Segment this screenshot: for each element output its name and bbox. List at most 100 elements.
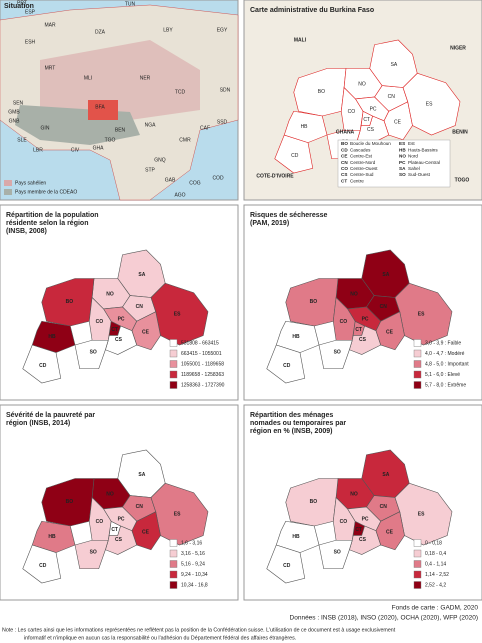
legend-swatch [413, 581, 422, 589]
region [22, 344, 62, 384]
country-label: SDN [220, 87, 231, 93]
country-label: NGA [145, 122, 157, 128]
admin-title: Carte administrative du Burkina Faso [250, 7, 374, 14]
region-label: HB [48, 534, 56, 540]
legend-name: Centre-Sud [350, 172, 374, 177]
region-label: PC [118, 517, 125, 523]
legend-code: SO [399, 172, 406, 177]
region [131, 311, 161, 351]
legend-name: Sud-Ouest [408, 172, 431, 177]
panel-title: Répartition des ménages [250, 412, 333, 419]
region-label: NO [358, 82, 366, 88]
region [22, 544, 62, 584]
legend-code: CN [341, 160, 348, 165]
region-label: CO [96, 519, 104, 525]
region [354, 96, 390, 122]
country-label: DZA [95, 29, 106, 35]
region-label: BO [310, 499, 318, 505]
legend-code: ES [399, 141, 405, 146]
country-label: LBY [163, 27, 173, 33]
country-label: TGO [105, 137, 116, 143]
legend-swatch [413, 570, 422, 579]
region-label: SA [138, 472, 145, 478]
panel-title: région en % (INSB, 2009) [250, 428, 332, 435]
region-label: CN [136, 304, 144, 310]
country-label: MALI [294, 37, 307, 43]
legend-label: 3,16 - 5,16 [181, 551, 205, 557]
legend-label: 0,18 - 0,4 [425, 551, 446, 557]
region-label: CO [340, 519, 348, 525]
legend-label: 4,8 - 5,0 : Important [425, 361, 469, 367]
legend-code: HB [399, 147, 406, 152]
country-label: CIV [71, 147, 80, 153]
panel-title: région (INSB, 2014) [6, 420, 70, 427]
legend-label: 5,1 - 6,0 : Elevé [425, 372, 460, 378]
region-label: CT [111, 527, 118, 533]
country-label: PRT [17, 0, 27, 6]
country-label: BFA [95, 104, 105, 110]
legend-name: Centre-Est [350, 154, 373, 159]
country-label: SLE [17, 137, 27, 143]
legend-code: CD [341, 147, 348, 152]
panel-title: Répartition de la population [6, 212, 99, 219]
legend-label: 1258363 - 1727390 [181, 382, 225, 388]
region [283, 110, 328, 143]
region-label: PC [362, 517, 369, 523]
country-label: NER [140, 75, 151, 81]
legend-label: 4,0 - 4,7 : Modéré [425, 351, 465, 357]
region [318, 339, 353, 370]
legend-name: Cascades [350, 147, 371, 152]
country-label: GMB [8, 109, 20, 115]
region-label: ES [418, 311, 425, 317]
region-label: HB [292, 534, 300, 540]
country-label: COTE-D'IVOIRE [256, 173, 294, 179]
country-label: TOGO [455, 177, 470, 183]
region-label: CT [355, 527, 362, 533]
country-label: COD [212, 175, 224, 181]
legend-code: CO [341, 166, 348, 171]
region-label: CS [115, 337, 123, 343]
legend-code: CE [341, 154, 347, 159]
country-label: CMR [179, 137, 191, 143]
country-label: STP [145, 167, 155, 173]
legend-swatch [413, 539, 422, 547]
panel-title: (INSB, 2008) [6, 228, 47, 235]
region-label: HB [301, 124, 309, 130]
legend-name: Nord [408, 154, 418, 159]
region-label: SO [90, 349, 97, 355]
legend-swatch [413, 360, 422, 368]
legend-swatch [169, 339, 178, 347]
legend-name: Hauts-Bassins [408, 147, 438, 152]
legend-code: BO [341, 141, 348, 146]
legend-swatch [413, 370, 422, 379]
legend-swatch [413, 549, 422, 558]
legend-label: Pays membre de la CDEAO [15, 189, 77, 195]
legend-swatch [4, 180, 12, 186]
legend-swatch [4, 189, 12, 195]
region-label: CO [348, 109, 356, 115]
legend-code: CS [341, 172, 347, 177]
legend-name: Centre [350, 178, 364, 183]
legend-name: Centre-Nord [350, 160, 376, 165]
legend-swatch [413, 560, 422, 568]
region [74, 339, 109, 370]
country-label: CAF [200, 125, 210, 131]
legend-code: NO [399, 154, 406, 159]
country-label: TCD [175, 89, 186, 95]
region [266, 544, 306, 584]
region-label: CT [363, 117, 370, 123]
region-label: CE [386, 530, 394, 536]
region-label: SO [334, 349, 341, 355]
region-label: NO [106, 492, 114, 498]
country-label: MAR [44, 22, 56, 28]
region [266, 344, 306, 384]
region [375, 311, 405, 351]
country-label: GHA [93, 145, 105, 151]
legend-swatch [169, 349, 178, 358]
note: Note : Les cartes ainsi que les informat… [2, 627, 396, 633]
panel-title: Risques de sécheresse [250, 212, 328, 219]
country-label: ESH [25, 39, 36, 45]
region-label: SA [382, 472, 389, 478]
source: Données : INSB (2018), INSO (2020), OCHA… [290, 615, 478, 622]
region-label: CO [96, 319, 104, 325]
